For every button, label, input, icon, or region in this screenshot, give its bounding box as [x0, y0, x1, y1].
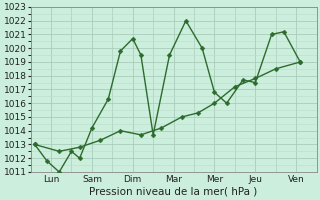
- X-axis label: Pression niveau de la mer( hPa ): Pression niveau de la mer( hPa ): [90, 187, 258, 197]
